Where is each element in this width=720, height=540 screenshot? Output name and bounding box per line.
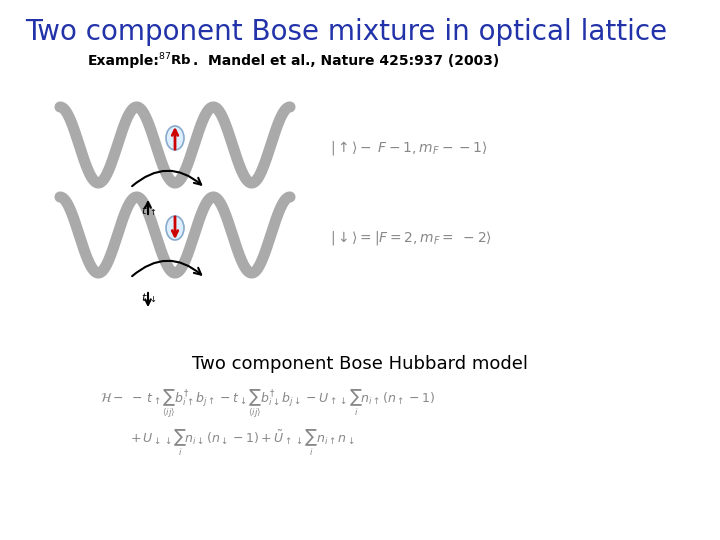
Ellipse shape [166,126,184,150]
Text: $t$: $t$ [140,291,148,303]
Text: $|\downarrow\rangle = |F=2, m_F =\; -2\rangle$: $|\downarrow\rangle = |F=2, m_F =\; -2\r… [330,229,492,247]
Text: $|\uparrow\rangle -\;F-1, m_F - -1\rangle$: $|\uparrow\rangle -\;F-1, m_F - -1\rangl… [330,139,487,157]
Ellipse shape [166,216,184,240]
Text: $t$: $t$ [140,204,148,216]
Text: Example:: Example: [88,54,160,68]
Text: $+\, U_{\downarrow\downarrow} \sum_i n_{i\downarrow}(n_{\downarrow}-1) + \tilde{: $+\, U_{\downarrow\downarrow} \sum_i n_{… [130,428,355,458]
Text: $\uparrow$: $\uparrow$ [148,207,156,217]
Text: $^{87}$Rb: $^{87}$Rb [158,52,192,69]
Text: Two component Bose Hubbard model: Two component Bose Hubbard model [192,355,528,373]
Text: $\mathcal{H} -\; -\, t_{\uparrow} \sum_{\langle ij\rangle} b^{\dagger}_{i\uparro: $\mathcal{H} -\; -\, t_{\uparrow} \sum_{… [100,388,435,420]
Text: Two component Bose mixture in optical lattice: Two component Bose mixture in optical la… [25,18,667,46]
Text: $\downarrow$: $\downarrow$ [148,294,156,304]
Text: .  Mandel et al., Nature 425:937 (2003): . Mandel et al., Nature 425:937 (2003) [193,54,499,68]
